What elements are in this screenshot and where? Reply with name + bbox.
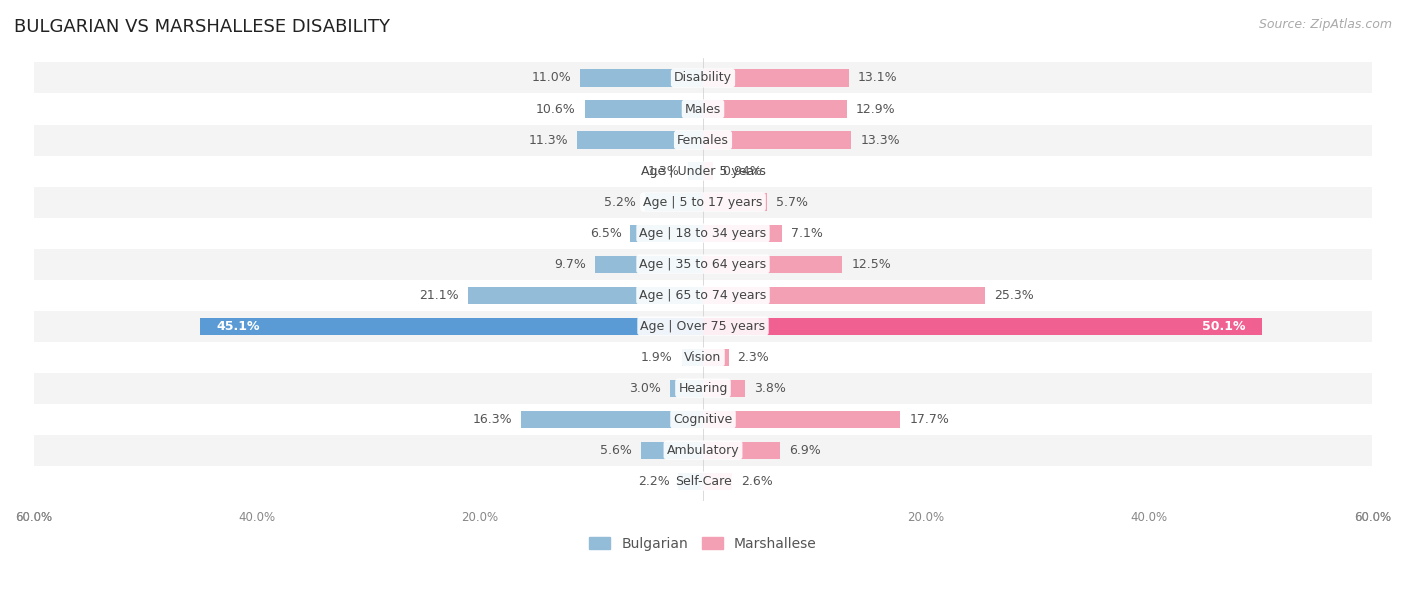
- Bar: [645, 193, 703, 211]
- Text: Age | 18 to 34 years: Age | 18 to 34 years: [640, 226, 766, 239]
- Text: 6.9%: 6.9%: [789, 444, 821, 457]
- Text: 13.3%: 13.3%: [860, 133, 900, 146]
- Text: 5.2%: 5.2%: [605, 195, 636, 209]
- Text: 2.3%: 2.3%: [738, 351, 769, 364]
- Bar: [703, 256, 842, 272]
- Text: Source: ZipAtlas.com: Source: ZipAtlas.com: [1258, 18, 1392, 31]
- Bar: [679, 472, 703, 490]
- Bar: [703, 193, 766, 211]
- Text: Age | Over 75 years: Age | Over 75 years: [641, 319, 765, 332]
- Text: Age | 65 to 74 years: Age | 65 to 74 years: [640, 288, 766, 302]
- Bar: [585, 100, 703, 118]
- Text: 1.9%: 1.9%: [641, 351, 673, 364]
- Text: Age | Under 5 years: Age | Under 5 years: [641, 165, 765, 177]
- Text: 13.1%: 13.1%: [858, 72, 897, 84]
- Bar: [669, 379, 703, 397]
- Text: 12.9%: 12.9%: [856, 102, 896, 116]
- Bar: [703, 318, 1263, 335]
- Bar: [34, 248, 1372, 280]
- Bar: [703, 472, 733, 490]
- Text: 60.0%: 60.0%: [1354, 510, 1391, 523]
- Text: Age | 35 to 64 years: Age | 35 to 64 years: [640, 258, 766, 271]
- Bar: [703, 442, 780, 458]
- Bar: [34, 280, 1372, 310]
- Text: 11.0%: 11.0%: [531, 72, 571, 84]
- Text: BULGARIAN VS MARSHALLESE DISABILITY: BULGARIAN VS MARSHALLESE DISABILITY: [14, 18, 389, 36]
- Bar: [200, 318, 703, 335]
- Text: Hearing: Hearing: [678, 381, 728, 395]
- Bar: [34, 403, 1372, 435]
- Text: 5.6%: 5.6%: [600, 444, 631, 457]
- Text: 60.0%: 60.0%: [15, 510, 52, 523]
- Text: 3.0%: 3.0%: [628, 381, 661, 395]
- Bar: [34, 341, 1372, 373]
- Text: 11.3%: 11.3%: [529, 133, 568, 146]
- Text: 2.6%: 2.6%: [741, 474, 773, 488]
- Bar: [703, 163, 713, 179]
- Text: 50.1%: 50.1%: [1202, 319, 1246, 332]
- Text: 16.3%: 16.3%: [472, 412, 512, 425]
- Bar: [576, 132, 703, 149]
- Text: 2.2%: 2.2%: [638, 474, 669, 488]
- Bar: [703, 411, 900, 428]
- Bar: [522, 411, 703, 428]
- Bar: [682, 349, 703, 365]
- Text: 25.3%: 25.3%: [994, 288, 1033, 302]
- Bar: [703, 132, 852, 149]
- Text: Ambulatory: Ambulatory: [666, 444, 740, 457]
- Text: 0.94%: 0.94%: [723, 165, 762, 177]
- Bar: [34, 94, 1372, 124]
- Bar: [630, 225, 703, 242]
- Bar: [595, 256, 703, 272]
- Bar: [34, 155, 1372, 187]
- Bar: [34, 124, 1372, 155]
- Text: Vision: Vision: [685, 351, 721, 364]
- Bar: [641, 442, 703, 458]
- Text: 17.7%: 17.7%: [910, 412, 949, 425]
- Text: 6.5%: 6.5%: [589, 226, 621, 239]
- Text: Males: Males: [685, 102, 721, 116]
- Text: 3.8%: 3.8%: [755, 381, 786, 395]
- Bar: [703, 349, 728, 365]
- Text: 12.5%: 12.5%: [852, 258, 891, 271]
- Text: 45.1%: 45.1%: [217, 319, 260, 332]
- Bar: [703, 379, 745, 397]
- Bar: [703, 225, 782, 242]
- Text: 21.1%: 21.1%: [419, 288, 458, 302]
- Text: Cognitive: Cognitive: [673, 412, 733, 425]
- Legend: Bulgarian, Marshallese: Bulgarian, Marshallese: [583, 531, 823, 556]
- Bar: [581, 70, 703, 86]
- Text: 9.7%: 9.7%: [554, 258, 586, 271]
- Bar: [34, 187, 1372, 217]
- Bar: [34, 310, 1372, 341]
- Bar: [703, 286, 986, 304]
- Text: Age | 5 to 17 years: Age | 5 to 17 years: [644, 195, 762, 209]
- Text: 10.6%: 10.6%: [536, 102, 576, 116]
- Bar: [689, 163, 703, 179]
- Text: Self-Care: Self-Care: [675, 474, 731, 488]
- Text: 7.1%: 7.1%: [792, 226, 823, 239]
- Bar: [34, 435, 1372, 466]
- Bar: [34, 373, 1372, 403]
- Bar: [34, 62, 1372, 94]
- Bar: [703, 70, 849, 86]
- Bar: [34, 466, 1372, 496]
- Text: 1.3%: 1.3%: [648, 165, 679, 177]
- Text: Females: Females: [678, 133, 728, 146]
- Text: 5.7%: 5.7%: [776, 195, 807, 209]
- Bar: [703, 100, 846, 118]
- Text: Disability: Disability: [673, 72, 733, 84]
- Bar: [468, 286, 703, 304]
- Bar: [34, 217, 1372, 248]
